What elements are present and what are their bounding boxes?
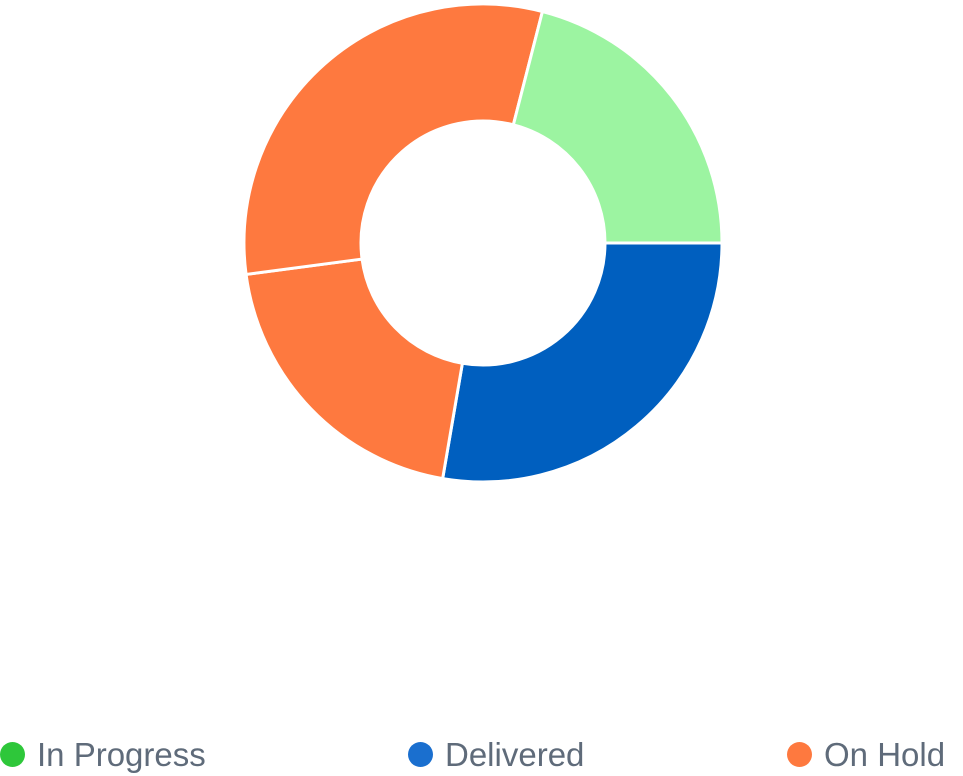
donut-slice-in-progress-4[interactable] bbox=[511, 10, 724, 245]
legend-label-on-hold: On Hold bbox=[824, 736, 946, 773]
legend-item-delivered[interactable]: Delivered bbox=[408, 733, 584, 776]
legend-label-delivered: Delivered bbox=[445, 736, 585, 773]
legend-item-on-hold[interactable]: On Hold bbox=[787, 733, 945, 776]
donut-slice-delivered-1[interactable] bbox=[441, 241, 724, 484]
legend-label-in-progress: In Progress bbox=[37, 736, 206, 773]
legend-dot-in-progress bbox=[0, 742, 25, 767]
donut-slices bbox=[242, 2, 724, 484]
legend-dot-delivered bbox=[408, 742, 433, 767]
legend-item-in-progress[interactable]: In Progress bbox=[0, 733, 206, 776]
donut-chart bbox=[242, 2, 724, 484]
chart-legend: In Progress Delivered On Hold bbox=[0, 733, 963, 776]
legend-dot-on-hold bbox=[787, 742, 812, 767]
donut-slice-on-hold-2[interactable] bbox=[244, 257, 464, 481]
donut-slice-on-hold-3[interactable] bbox=[242, 2, 544, 276]
